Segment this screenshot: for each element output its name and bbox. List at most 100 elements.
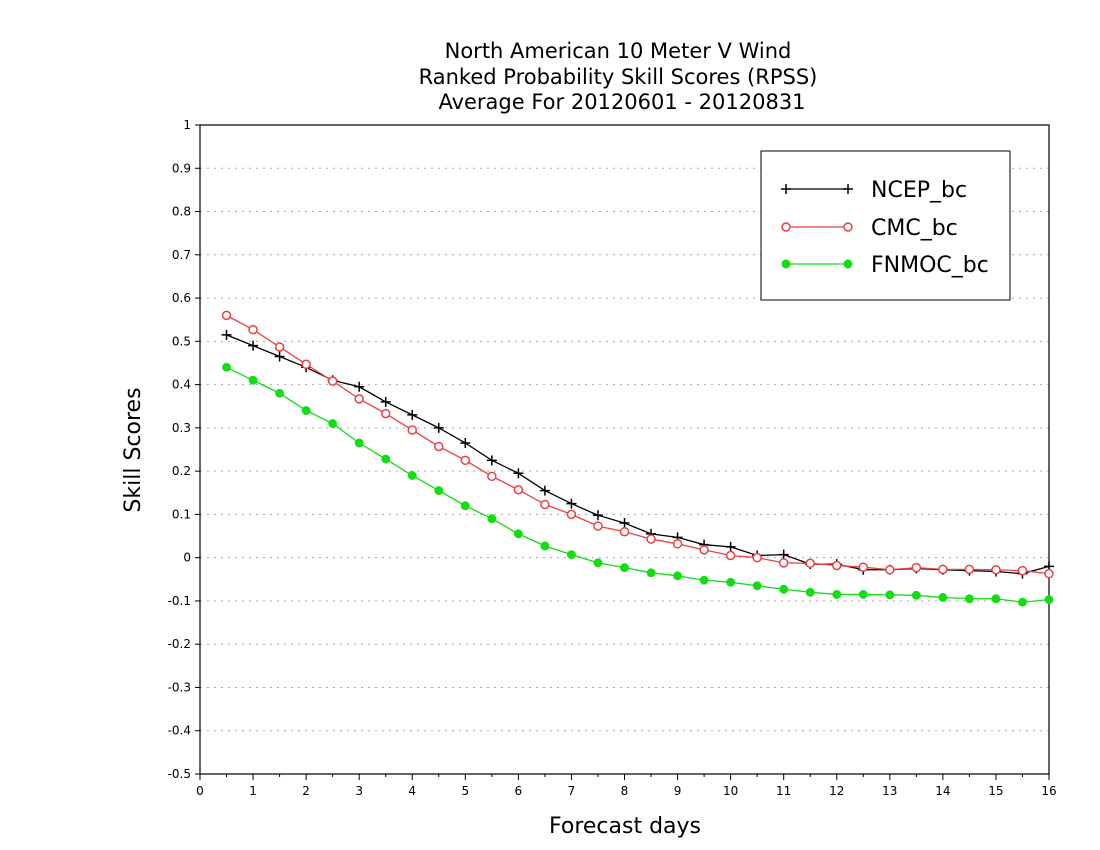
data-point-ncep-bc: [778, 549, 789, 560]
x-tick-label: 6: [515, 784, 523, 798]
legend-box: [760, 150, 1011, 301]
legend-marker-fnmoc-bc: [781, 259, 791, 269]
data-point-ncep-bc: [460, 438, 471, 449]
data-point-cmc-bc: [407, 425, 417, 435]
data-point-cmc-bc: [327, 376, 338, 386]
legend-marker-fnmoc-bc: [843, 259, 853, 269]
data-point-fnmoc-bc: [858, 589, 868, 599]
y-tick-label: -0.5: [168, 767, 191, 781]
title-line-3: Average For 20120601 - 20120831: [438, 90, 805, 114]
data-point-fnmoc-bc: [354, 438, 364, 448]
legend-entry-fnmoc-bc: FNMOC_bc: [781, 253, 989, 278]
x-tick-label: 8: [621, 784, 629, 798]
data-point-ncep-bc: [539, 485, 550, 496]
data-point-cmc-bc: [752, 552, 762, 563]
data-point-ncep-bc: [566, 498, 577, 509]
data-point-ncep-bc: [725, 541, 736, 552]
chart-title: North American 10 Meter V Wind Ranked Pr…: [419, 39, 818, 114]
legend-marker-cmc-bc: [781, 222, 791, 232]
x-tick-label: 3: [355, 784, 363, 798]
legend-marker-cmc-bc: [843, 222, 853, 232]
x-tick-label: 15: [988, 784, 1003, 798]
title-line-2: Ranked Probability Skill Scores (RPSS): [419, 65, 818, 89]
x-tick-label: 5: [461, 784, 469, 798]
y-tick-label: 0.2: [172, 464, 191, 478]
data-point-fnmoc-bc: [460, 501, 470, 511]
data-point-fnmoc-bc: [513, 529, 523, 539]
y-tick-label: 0: [183, 551, 191, 565]
data-point-ncep-bc: [354, 381, 365, 392]
data-point-cmc-bc: [540, 499, 550, 510]
data-point-fnmoc-bc: [832, 589, 842, 599]
data-point-cmc-bc: [513, 484, 524, 495]
x-tick-label: 16: [1041, 784, 1056, 798]
data-point-ncep-bc: [248, 340, 259, 351]
data-point-ncep-bc: [407, 409, 418, 420]
y-tick-label: 1: [183, 118, 191, 132]
series-line-fnmoc-bc: [226, 366, 1050, 603]
x-tick-label: 13: [882, 784, 897, 798]
x-tick-label: 1: [249, 784, 257, 798]
data-point-fnmoc-bc: [407, 471, 417, 480]
data-point-fnmoc-bc: [726, 577, 736, 587]
data-point-ncep-bc: [619, 518, 630, 529]
data-point-fnmoc-bc: [911, 590, 921, 600]
data-point-cmc-bc: [858, 562, 869, 572]
legend-entry-ncep-bc: NCEP_bc: [781, 178, 967, 203]
data-point-fnmoc-bc: [752, 581, 762, 591]
y-tick-label: -0.2: [168, 637, 191, 651]
legend-label-ncep-bc: NCEP_bc: [871, 178, 967, 203]
legend-entry-cmc-bc: CMC_bc: [781, 216, 958, 241]
y-tick-label: -0.1: [168, 594, 191, 608]
x-tick-label: 0: [196, 784, 204, 798]
legend-marker-ncep-bc: [781, 184, 791, 194]
data-point-cmc-bc: [354, 394, 364, 404]
data-point-fnmoc-bc: [805, 587, 815, 597]
data-point-cmc-bc: [274, 342, 285, 352]
data-point-cmc-bc: [487, 471, 497, 482]
series-layer: [221, 310, 1054, 607]
series-line-ncep-bc: [226, 334, 1050, 575]
data-point-ncep-bc: [274, 351, 285, 362]
y-tick-label: 0.7: [172, 248, 191, 262]
data-point-fnmoc-bc: [593, 558, 603, 568]
data-point-fnmoc-bc: [434, 486, 444, 496]
legend-label-fnmoc-bc: FNMOC_bc: [871, 253, 989, 278]
data-point-fnmoc-bc: [487, 514, 497, 524]
y-tick-label: 0.3: [172, 421, 191, 435]
data-point-ncep-bc: [513, 468, 524, 479]
data-point-fnmoc-bc: [991, 594, 1001, 604]
data-point-cmc-bc: [593, 521, 603, 531]
data-point-cmc-bc: [938, 564, 948, 575]
x-tick-label: 14: [935, 784, 950, 798]
data-point-fnmoc-bc: [566, 550, 576, 560]
data-point-fnmoc-bc: [885, 590, 895, 600]
data-point-fnmoc-bc: [381, 454, 391, 464]
y-axis-label: Skill Scores: [121, 387, 146, 512]
data-point-cmc-bc: [1044, 568, 1054, 579]
data-point-fnmoc-bc: [938, 593, 948, 602]
data-point-cmc-bc: [1017, 565, 1028, 576]
data-point-cmc-bc: [646, 534, 656, 544]
data-point-cmc-bc: [619, 526, 630, 537]
y-tick-label: 0.5: [172, 334, 191, 348]
y-tick-label: -0.3: [168, 680, 191, 694]
x-axis: 0 1 2 3 4 5 6 7 8 9 10 11 12 13 14 15 16: [196, 774, 1057, 798]
series-ncep-bc: [221, 329, 1054, 579]
x-tick-label: 10: [723, 784, 738, 798]
y-tick-label: 0.9: [172, 161, 191, 175]
data-point-cmc-bc: [221, 310, 232, 321]
data-point-fnmoc-bc: [673, 571, 683, 581]
data-point-cmc-bc: [885, 565, 895, 575]
data-point-fnmoc-bc: [646, 568, 656, 578]
data-point-fnmoc-bc: [779, 584, 789, 594]
y-tick-label: 0.6: [172, 291, 191, 305]
y-axis: 1 0.9 0.8 0.7 0.6 0.5 0.4 0.3 0.2 0.1 0 -0.1 -0.2 -0.…: [168, 118, 200, 781]
series-fnmoc-bc: [222, 362, 1054, 607]
data-point-cmc-bc: [991, 565, 1001, 575]
x-tick-label: 12: [829, 784, 844, 798]
legend-marker-ncep-bc: [843, 184, 853, 194]
data-point-fnmoc-bc: [1044, 595, 1054, 605]
x-tick-label: 7: [568, 784, 576, 798]
